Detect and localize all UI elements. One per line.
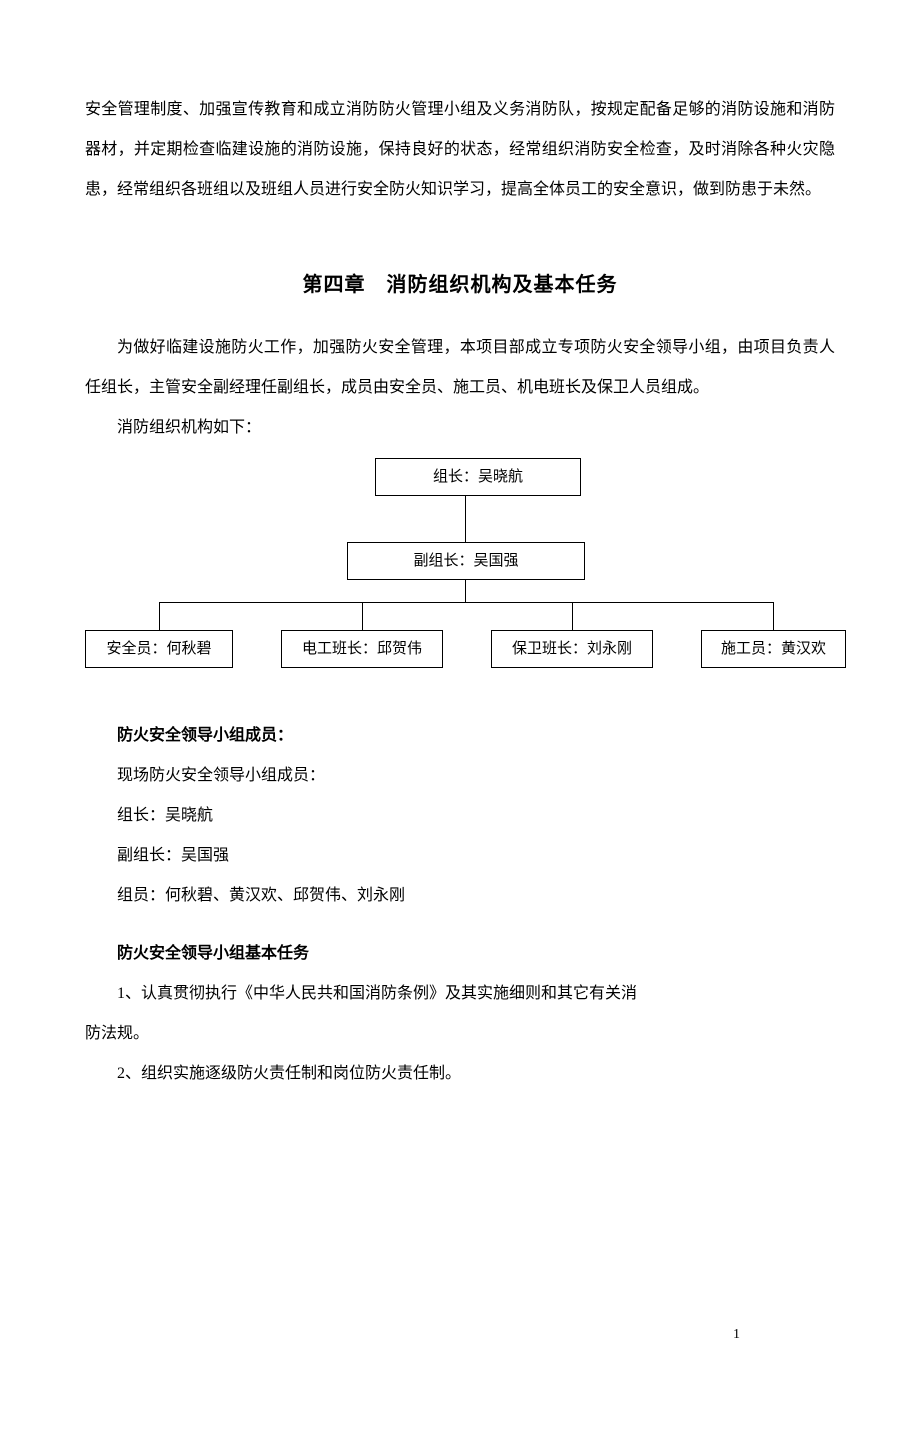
org-box-leader: 组长：吴晓航 bbox=[375, 458, 581, 496]
section-2-line-1: 1、认真贯彻执行《中华人民共和国消防条例》及其实施细则和其它有关消 bbox=[85, 974, 835, 1014]
paragraph-3: 消防组织机构如下： bbox=[85, 408, 835, 448]
org-box-member-2: 电工班长：邱贺伟 bbox=[281, 630, 443, 668]
section-2-title: 防火安全领导小组基本任务 bbox=[85, 934, 835, 974]
org-box-member-3: 保卫班长：刘永刚 bbox=[491, 630, 653, 668]
section-1-line-1: 现场防火安全领导小组成员： bbox=[85, 756, 835, 796]
section-1-line-4: 组员：何秋碧、黄汉欢、邱贺伟、刘永刚 bbox=[85, 876, 835, 916]
section-2-line-2: 2、组织实施逐级防火责任制和岗位防火责任制。 bbox=[85, 1054, 835, 1094]
org-line bbox=[362, 602, 363, 630]
page-number: 1 bbox=[733, 1317, 740, 1352]
org-box-member-1: 安全员：何秋碧 bbox=[85, 630, 233, 668]
org-line bbox=[773, 602, 774, 630]
chapter-title: 第四章 消防组织机构及基本任务 bbox=[85, 260, 835, 310]
section-1-line-2: 组长：吴晓航 bbox=[85, 796, 835, 836]
org-line bbox=[572, 602, 573, 630]
org-line bbox=[159, 602, 773, 603]
org-line bbox=[465, 496, 466, 542]
org-line bbox=[159, 602, 160, 630]
org-chart: 组长：吴晓航 副组长：吴国强 安全员：何秋碧 电工班长：邱贺伟 保卫班长：刘永刚… bbox=[85, 458, 846, 676]
section-2-line-1b: 防法规。 bbox=[85, 1014, 835, 1054]
paragraph-1: 安全管理制度、加强宣传教育和成立消防防火管理小组及义务消防队，按规定配备足够的消… bbox=[85, 90, 835, 210]
section-1-line-3: 副组长：吴国强 bbox=[85, 836, 835, 876]
org-box-deputy: 副组长：吴国强 bbox=[347, 542, 585, 580]
section-1-title: 防火安全领导小组成员： bbox=[85, 716, 835, 756]
org-box-member-4: 施工员：黄汉欢 bbox=[701, 630, 846, 668]
paragraph-2: 为做好临建设施防火工作，加强防火安全管理，本项目部成立专项防火安全领导小组，由项… bbox=[85, 328, 835, 408]
org-line bbox=[465, 580, 466, 602]
